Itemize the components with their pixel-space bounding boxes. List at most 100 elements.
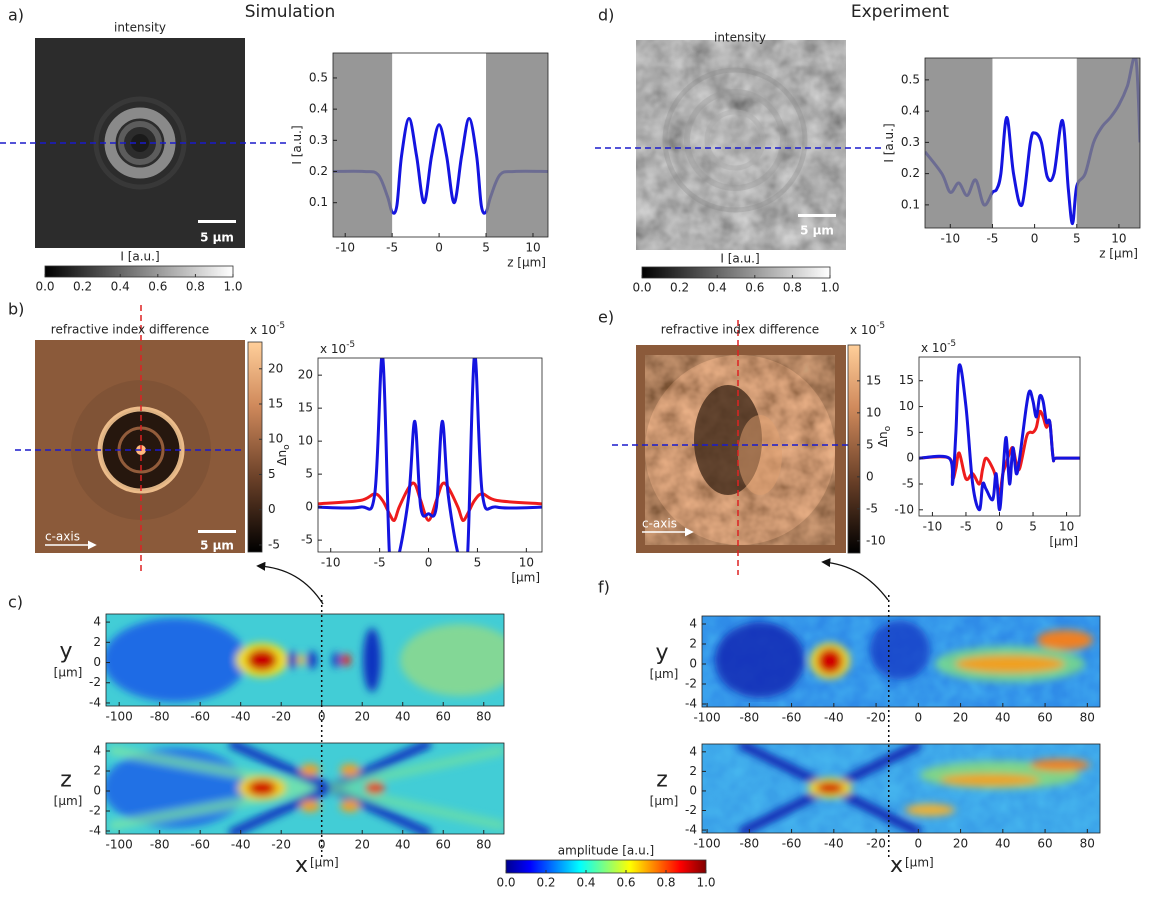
image-title: intensity [714, 31, 766, 45]
x-tick-label: 5 [482, 241, 490, 255]
y-axis-label: I [a.u.] [882, 123, 896, 162]
colorbar-tick-label: 0.6 [616, 876, 635, 890]
amplitude-map [702, 616, 1100, 707]
y-axis-label-main: Δn [876, 431, 890, 447]
image-title: refractive index difference [661, 323, 819, 337]
y-tick-label: 10 [899, 399, 914, 413]
y-axis-label-main: Δn [275, 450, 289, 466]
intensity-image [636, 40, 846, 250]
x-tick-label: -40 [824, 711, 844, 725]
y-tick-label: 0.3 [309, 133, 328, 147]
colorbar [248, 342, 262, 552]
x-tick-label: -40 [231, 838, 251, 852]
page: Simulation Experiment [0, 0, 1157, 900]
colorbar-tick-label: 1.0 [820, 281, 839, 295]
x-tick-label: 0 [318, 838, 326, 852]
y-tick-label: 0 [906, 451, 914, 465]
y-tick-label: -4 [685, 697, 697, 711]
y-tick-label: 20 [298, 368, 313, 382]
x-tick-label: 0 [425, 556, 433, 570]
multiplier-exponent: -5 [947, 339, 956, 349]
colorbar-tick-label: -5 [866, 501, 878, 515]
y-tick-label: 0 [93, 784, 101, 798]
colorbar-tick-label: 0.6 [148, 280, 167, 294]
x-axis-label: z [µm] [1099, 247, 1138, 261]
x-tick-label: 80 [476, 710, 491, 724]
colorbar-tick-label: 0.2 [73, 280, 92, 294]
panel-label: f) [598, 578, 610, 597]
x-tick-label: -100 [693, 711, 720, 725]
y-tick-label: 15 [899, 373, 914, 387]
colorbar [506, 860, 706, 873]
y-axis-unit: [µm] [54, 794, 83, 808]
colorbar-tick-label: 0.8 [656, 876, 675, 890]
amplitude-map [103, 614, 520, 706]
y-tick-label: 0 [689, 783, 697, 797]
colorbar-tick-label: 0 [268, 502, 276, 516]
colorbar-tick-label: 0 [866, 469, 874, 483]
colorbar-label: I [a.u.] [120, 250, 159, 264]
multiplier-exponent: -5 [876, 321, 885, 331]
y-axis-label-main: I [a.u.] [882, 123, 896, 162]
multiplier: x 10-5 [250, 321, 285, 337]
x-tick-label: 20 [355, 710, 370, 724]
colorbar-tick-label: 0.6 [745, 281, 764, 295]
y-axis-label-sub: o [883, 425, 893, 431]
colorbar [45, 266, 233, 277]
y-tick-label: 2 [93, 635, 101, 649]
colorbar-tick-label: 0.4 [111, 280, 130, 294]
multiplier-base: x 10 [850, 323, 876, 337]
multiplier-base: x 10 [921, 341, 947, 355]
x-tick-label: 5 [474, 556, 482, 570]
x-tick-label: -5 [960, 520, 972, 534]
x-tick-label: 5 [1029, 520, 1037, 534]
x-tick-label: -100 [106, 838, 133, 852]
x-tick-label: 40 [995, 711, 1010, 725]
y-tick-label: 0.4 [901, 104, 920, 118]
y-tick-label: 0.2 [309, 164, 328, 178]
y-axis-label: I [a.u.] [290, 125, 304, 164]
axis-annotation: c-axis [642, 517, 677, 531]
multiplier: x 10-5 [320, 340, 355, 356]
y-tick-label: 5 [906, 425, 914, 439]
colorbar-tick-label: 15 [866, 373, 881, 387]
y-tick-label: -2 [685, 803, 697, 817]
colorbar-tick-label: 5 [268, 467, 276, 481]
x-tick-label: 20 [953, 837, 968, 851]
x-tick-label: 60 [436, 710, 451, 724]
x-axis-label: x [890, 853, 903, 878]
x-tick-label: 0 [1031, 232, 1039, 246]
y-tick-label: 0.2 [901, 166, 920, 180]
x-tick-label: -10 [321, 556, 341, 570]
index-image [35, 340, 245, 553]
x-tick-label: -60 [782, 711, 802, 725]
y-axis-label: y [59, 639, 72, 664]
image-title: intensity [114, 21, 166, 35]
y-axis-unit: [µm] [650, 667, 679, 681]
multiplier: x 10-5 [921, 339, 956, 355]
y-tick-label: 0 [305, 500, 313, 514]
scale-bar-label: 5 µm [800, 224, 834, 238]
y-tick-label: 0 [689, 657, 697, 671]
x-tick-label: -20 [271, 838, 291, 852]
x-tick-label: -20 [866, 711, 886, 725]
arrow [258, 566, 323, 604]
y-tick-label: 0.1 [309, 195, 328, 209]
y-tick-label: -5 [301, 533, 313, 547]
shaded-region [1077, 58, 1140, 228]
colorbar-tick-label: -5 [268, 537, 280, 551]
x-tick-label: -10 [923, 520, 943, 534]
x-tick-label: -80 [740, 837, 760, 851]
shaded-region [333, 53, 392, 237]
x-tick-label: -100 [106, 710, 133, 724]
axis-annotation: c-axis [45, 530, 80, 544]
y-axis-label-main: I [a.u.] [290, 125, 304, 164]
shaded-region [925, 58, 992, 228]
scale-bar-label: 5 µm [200, 231, 234, 245]
y-tick-label: -2 [685, 677, 697, 691]
panel-label: d) [598, 6, 614, 25]
y-tick-label: 0.5 [901, 72, 920, 86]
colorbar-tick-label: 1.0 [696, 876, 715, 890]
shaded-region [486, 53, 548, 237]
y-tick-label: 2 [93, 764, 101, 778]
